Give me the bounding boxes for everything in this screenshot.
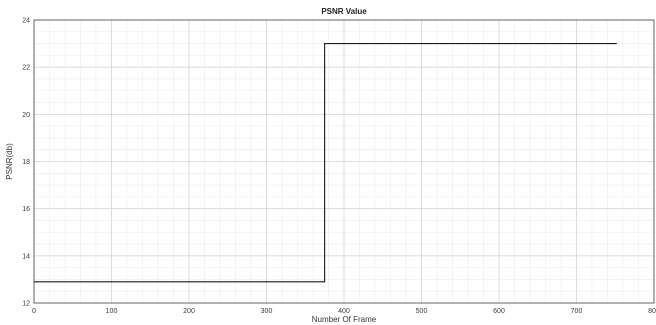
x-tick-labels: 0 100 200 300 400 500 600 700 800 xyxy=(32,308,656,315)
x-tick-label: 200 xyxy=(183,308,195,315)
y-tick-label: 16 xyxy=(22,206,30,213)
x-tick-label: 100 xyxy=(106,308,118,315)
y-tick-labels: 12 14 16 18 20 22 24 xyxy=(22,18,30,308)
x-tick-label: 600 xyxy=(493,308,505,315)
chart-title: PSNR Value xyxy=(321,7,367,16)
x-tick-label: 300 xyxy=(261,308,273,315)
x-axis-label: Number Of Frame xyxy=(312,315,377,324)
x-tick-label: 800 xyxy=(648,308,656,315)
x-tick-label: 700 xyxy=(571,308,583,315)
x-tick-label: 0 xyxy=(32,308,36,315)
y-tick-label: 12 xyxy=(22,301,30,308)
psnr-series-line xyxy=(34,43,617,283)
y-tick-label: 22 xyxy=(22,65,30,72)
y-tick-label: 14 xyxy=(22,253,30,260)
y-tick-label: 18 xyxy=(22,159,30,166)
y-axis-label: PSNR(db) xyxy=(5,143,14,180)
y-tick-label: 20 xyxy=(22,112,30,119)
y-tick-label: 24 xyxy=(22,18,30,25)
plot-area xyxy=(33,19,655,304)
x-tick-label: 500 xyxy=(416,308,428,315)
x-tick-label: 400 xyxy=(338,308,350,315)
series-layer xyxy=(34,43,617,283)
